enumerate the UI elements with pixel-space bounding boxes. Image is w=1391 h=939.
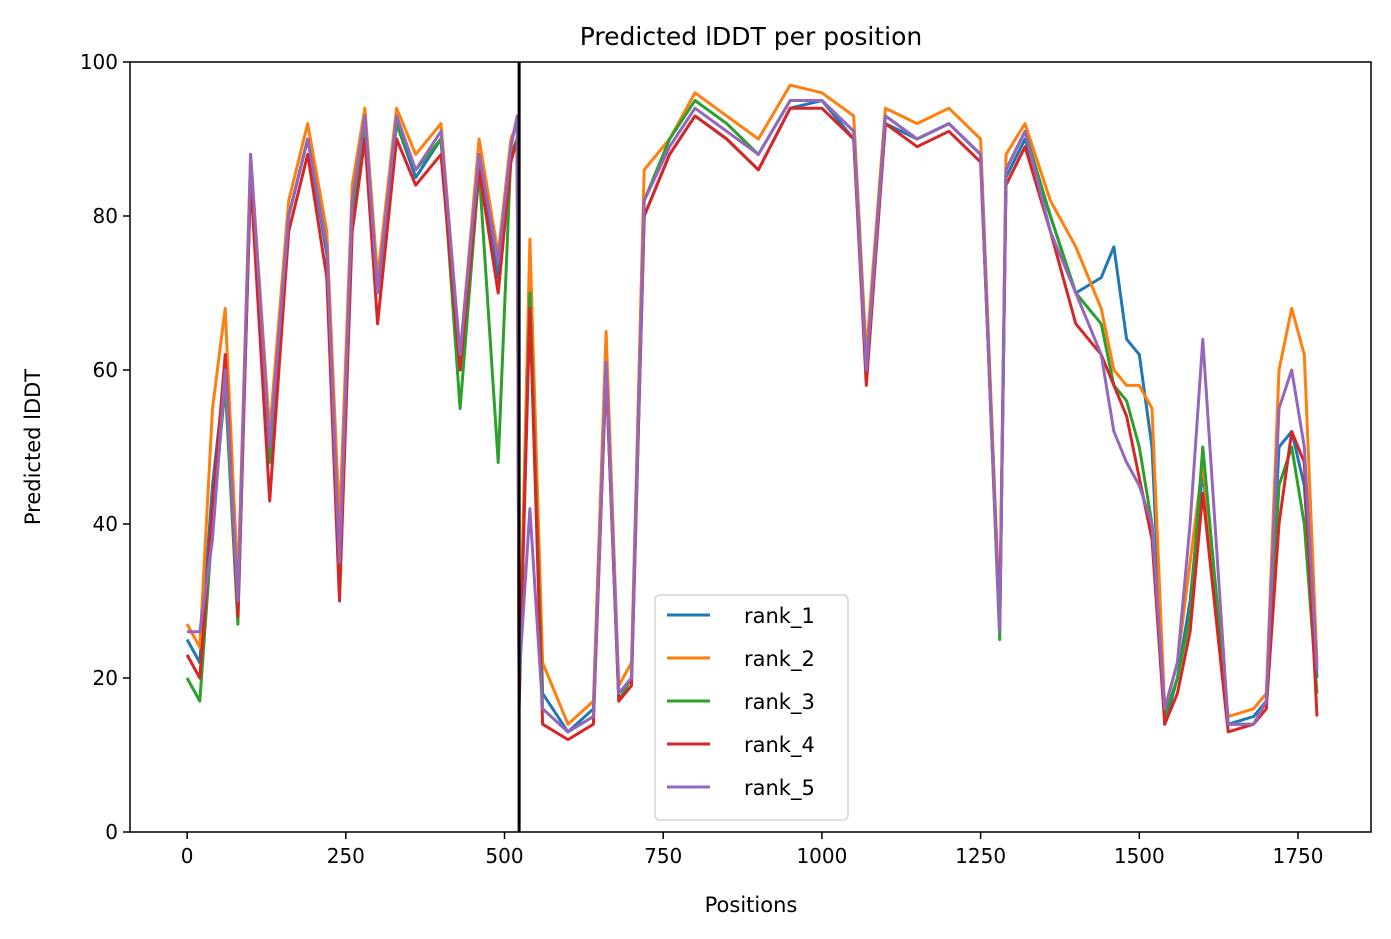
x-tick-label: 1750 — [1273, 844, 1324, 868]
y-tick-label: 20 — [93, 666, 118, 690]
legend-label-rank-5: rank_5 — [744, 776, 815, 801]
y-axis-ticks: 0 20 40 60 80 100 — [80, 50, 130, 844]
y-tick-label: 80 — [93, 204, 118, 228]
legend-label-rank-3: rank_3 — [744, 690, 815, 715]
legend-label-rank-2: rank_2 — [744, 647, 815, 672]
legend-label-rank-1: rank_1 — [744, 604, 815, 629]
y-axis-label: Predicted lDDT — [21, 369, 45, 525]
x-tick-label: 750 — [644, 844, 682, 868]
legend: rank_1 rank_2 rank_3 rank_4 rank_5 — [654, 594, 849, 821]
x-tick-label: 500 — [485, 844, 523, 868]
x-axis-ticks: 0 250 500 750 1000 1250 1500 1750 — [181, 832, 1324, 868]
x-axis-label: Positions — [705, 893, 798, 917]
x-tick-label: 1500 — [1114, 844, 1165, 868]
series-lines — [185, 83, 1319, 742]
legend-label-rank-4: rank_4 — [744, 733, 815, 758]
y-tick-label: 0 — [105, 820, 118, 844]
series-line-rank-5 — [187, 99, 1319, 734]
x-tick-label: 250 — [327, 844, 365, 868]
y-tick-label: 60 — [93, 358, 118, 382]
plot-area — [129, 61, 1372, 833]
y-tick-label: 100 — [80, 50, 118, 74]
x-tick-label: 0 — [181, 844, 194, 868]
plot-frame — [129, 61, 1372, 833]
x-tick-label: 1250 — [955, 844, 1006, 868]
x-tick-label: 1000 — [796, 844, 847, 868]
y-tick-label: 40 — [93, 512, 118, 536]
chart-title: Predicted lDDT per position — [580, 22, 922, 51]
legend-frame — [654, 594, 849, 821]
